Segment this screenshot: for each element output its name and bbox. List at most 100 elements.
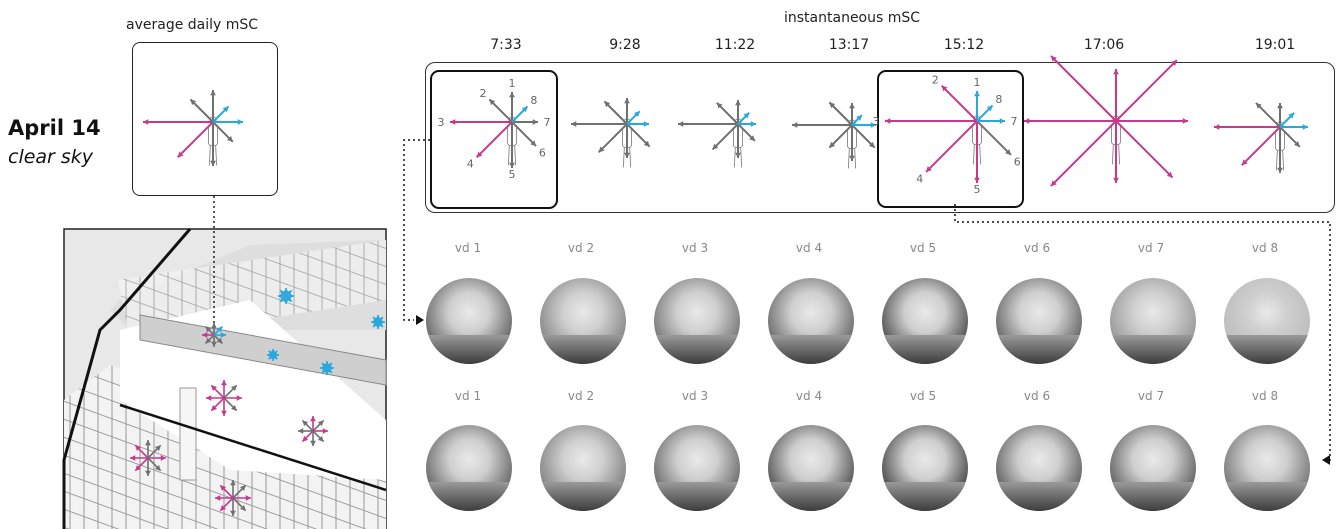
vd-label: vd 1 [454, 241, 482, 255]
arrowhead [322, 428, 328, 434]
arrowhead [211, 341, 217, 347]
arrowhead [220, 332, 226, 338]
arrowhead [326, 363, 332, 369]
arrowhead [1005, 149, 1011, 155]
direction-arrow [1050, 55, 1117, 122]
arrowhead [230, 510, 236, 516]
arrowhead [230, 480, 236, 486]
time-label: 13:17 [828, 37, 870, 53]
direction-arrow [176, 121, 214, 159]
arrowhead [227, 136, 233, 142]
arrowhead [160, 455, 166, 461]
direction-arrow [626, 123, 651, 148]
fisheye-view [654, 278, 740, 364]
arrowhead [509, 92, 515, 98]
direction-arrow [925, 120, 978, 173]
arrowhead [1294, 141, 1300, 147]
vd-label: vd 4 [795, 241, 823, 255]
arrowhead [145, 470, 151, 476]
fisheye-view [540, 278, 626, 364]
vd-label: vd 7 [1137, 389, 1165, 403]
arrowhead [310, 416, 316, 422]
date-label: April 14 [8, 116, 101, 140]
direction-number: 6 [1014, 155, 1021, 168]
average-compass [143, 90, 243, 166]
arrowhead [1050, 55, 1057, 62]
arrowhead [986, 105, 993, 112]
floor-shade [654, 481, 740, 511]
arrowhead [177, 151, 184, 158]
fisheye-view [768, 425, 854, 511]
floor-shade [540, 334, 626, 364]
arrowhead [1113, 69, 1119, 75]
arrowhead [211, 404, 218, 411]
arrowhead [237, 119, 243, 125]
arrowhead [221, 380, 227, 386]
arrowhead [870, 122, 876, 128]
vd-label: vd 5 [909, 241, 937, 255]
arrowhead [678, 121, 684, 127]
sky-label: clear sky [8, 146, 94, 168]
floor-shade [996, 481, 1082, 511]
direction-arrow [511, 121, 537, 147]
vd-label: vd 8 [1251, 389, 1279, 403]
direction-arrow [189, 98, 214, 123]
fisheye-view [540, 425, 626, 511]
arrowhead [829, 141, 836, 148]
arrowhead [1302, 124, 1308, 130]
arrowhead [271, 350, 278, 357]
arrowhead [633, 111, 640, 118]
arrowhead [735, 152, 741, 158]
arrowhead [239, 504, 246, 511]
fisheye-view [882, 425, 968, 511]
arrowhead [716, 102, 723, 109]
vd-label: vd 6 [1023, 389, 1051, 403]
arrowhead [135, 464, 142, 471]
arrowhead [849, 103, 855, 109]
floor-shade [654, 334, 740, 364]
arrowhead [245, 495, 251, 501]
building-axonometric [62, 196, 387, 529]
arrowhead [230, 385, 237, 392]
arrowhead [974, 91, 980, 97]
arrowhead [974, 177, 980, 183]
arrowhead [532, 119, 538, 125]
fisheye-view [768, 278, 854, 364]
arrowhead [1277, 167, 1283, 173]
direction-number: 1 [974, 76, 981, 89]
vd-label: vd 2 [567, 241, 595, 255]
vd-label: vd 5 [909, 389, 937, 403]
arrowhead [1050, 180, 1057, 187]
fisheye-view [654, 425, 740, 511]
arrowhead [1182, 118, 1188, 124]
fisheye-view [426, 425, 512, 511]
arrowhead [1171, 60, 1177, 66]
floor-shade [996, 334, 1082, 364]
arrowhead [220, 504, 227, 511]
arrowhead [135, 445, 142, 452]
arrowhead [999, 118, 1005, 124]
arrowhead [643, 121, 649, 127]
arrowhead [885, 118, 891, 124]
arrowhead [210, 90, 216, 96]
arrowhead [1255, 102, 1262, 109]
direction-arrow [598, 123, 628, 153]
time-label: 9:28 [609, 37, 641, 53]
arrowhead [220, 485, 227, 492]
direction-arrow [940, 84, 978, 122]
direction-arrow [1241, 126, 1281, 166]
arrowhead [143, 119, 149, 125]
fisheye-view [1110, 425, 1196, 511]
direction-number: 7 [544, 116, 551, 129]
arrowhead [211, 323, 217, 329]
arrowhead [1277, 103, 1283, 109]
floor-shade [1224, 481, 1310, 511]
instant-title: instantaneous mSC [784, 10, 921, 26]
floor-shade [882, 334, 968, 364]
direction-number: 3 [438, 116, 445, 129]
arrowhead [509, 162, 515, 168]
direction-arrow [711, 123, 739, 151]
fisheye-view [426, 278, 512, 364]
arrowhead [749, 135, 755, 141]
